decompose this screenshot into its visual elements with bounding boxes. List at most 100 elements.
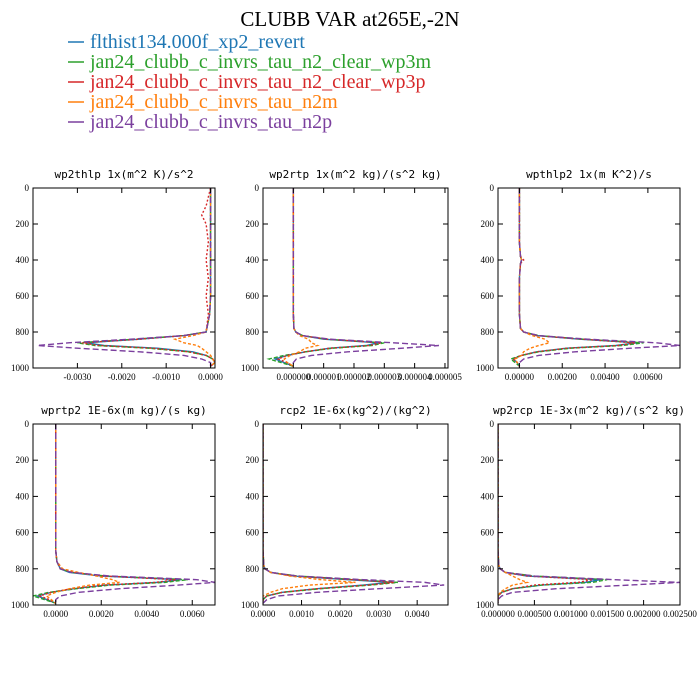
series-group: [263, 424, 445, 604]
y-tick-label: 1000: [11, 363, 30, 373]
series-line-2: [77, 188, 215, 367]
legend-entry: jan24_clubb_c_invrs_tau_n2m: [68, 91, 338, 113]
x-tick-label: 0.0030: [366, 609, 391, 619]
y-tick-label: 1000: [11, 600, 30, 610]
legend-entry: jan24_clubb_c_invrs_tau_n2p: [68, 111, 332, 133]
x-tick-label: 0.0060: [180, 609, 205, 619]
panel-1: wp2thlp 1x(m^2 K)/s^2 0 200 400 600 800 1000 -0…: [11, 168, 223, 382]
panel-grid: wp2thlp 1x(m^2 K)/s^2 0 200 400 600 800 1000 -0…: [11, 168, 697, 619]
legend-entry: flthist134.000f_xp2_revert: [68, 31, 305, 53]
series-group: [33, 424, 215, 604]
y-tick-label: 600: [246, 528, 260, 538]
series-line-1: [511, 188, 638, 367]
plot-frame: [32, 187, 216, 369]
legend-label: flthist134.000f_xp2_revert: [90, 31, 305, 53]
x-tick-label: -0.0010: [152, 372, 180, 382]
x-tick-label: -0.0020: [108, 372, 136, 382]
series-line-3: [81, 188, 215, 367]
plot-frame: [497, 423, 681, 606]
y-tick-label: 0: [490, 183, 495, 193]
y-tick-label: 800: [481, 327, 495, 337]
figure-title: CLUBB VAR at265E,-2N: [240, 7, 459, 31]
panel-6: wp2rcp 1E-3x(m^2 kg)/(s^2 kg) 0 200 400 600 8…: [476, 404, 697, 619]
series-line-5: [263, 424, 445, 604]
series-line-5: [498, 424, 680, 604]
x-tick-label: 0.00400: [590, 372, 620, 382]
series-line-4: [263, 424, 356, 604]
panel-title: wpthlp2 1x(m K^2)/s: [526, 168, 652, 181]
x-tick-label: 0.0020: [328, 609, 353, 619]
y-tick-label: 600: [16, 528, 30, 538]
y-tick-label: 600: [246, 291, 260, 301]
x-tick-label: 0.001000: [554, 609, 588, 619]
panel-4: wprtp2 1E-6x(m kg)/(s kg) 0 200 400 600 800 10…: [11, 404, 216, 619]
y-tick-label: 200: [246, 455, 260, 465]
series-line-4: [172, 188, 215, 367]
x-tick-label: 0.000500: [518, 609, 552, 619]
y-tick-label: 800: [246, 327, 260, 337]
x-tick-label: 0.000005: [428, 372, 462, 382]
y-tick-label: 800: [246, 564, 260, 574]
panel-title: wprtp2 1E-6x(m kg)/(s kg): [41, 404, 207, 417]
panel-title: wp2thlp 1x(m^2 K)/s^2: [54, 168, 193, 181]
y-tick-label: 400: [16, 255, 30, 265]
x-tick-label: 0.000003: [367, 372, 401, 382]
series-group: [509, 188, 680, 367]
legend-label: jan24_clubb_c_invrs_tau_n2_clear_wp3m: [89, 51, 431, 73]
y-tick-label: 0: [490, 419, 495, 429]
x-tick-label: 0.0040: [134, 609, 159, 619]
panel-2: wp2rtp 1x(m^2 kg)/(s^2 kg) 0 200 400 600 800 1…: [241, 168, 462, 382]
legend-label: jan24_clubb_c_invrs_tau_n2_clear_wp3p: [89, 71, 425, 93]
y-tick-label: 800: [481, 564, 495, 574]
plot-frame: [32, 423, 216, 606]
x-tick-label: 0.000000: [276, 372, 310, 382]
y-tick-label: 200: [16, 219, 30, 229]
legend-label: jan24_clubb_c_invrs_tau_n2m: [89, 91, 338, 113]
series-line-4: [498, 424, 530, 604]
series-line-3: [511, 188, 636, 367]
y-tick-label: 600: [481, 528, 495, 538]
legend-label: jan24_clubb_c_invrs_tau_n2p: [89, 111, 332, 133]
x-tick-label: 0.000004: [398, 372, 432, 382]
y-tick-label: 800: [16, 564, 30, 574]
plot-frame: [262, 423, 449, 606]
y-tick-label: 400: [481, 255, 495, 265]
x-tick-label: 0.0040: [405, 609, 430, 619]
x-tick-label: 0.00600: [633, 372, 663, 382]
y-tick-label: 200: [481, 455, 495, 465]
panel-title: wp2rtp 1x(m^2 kg)/(s^2 kg): [269, 168, 441, 181]
series-group: [37, 188, 215, 367]
y-tick-label: 600: [481, 291, 495, 301]
x-tick-label: 0.000002: [337, 372, 371, 382]
panel-title: rcp2 1E-6x(kg^2)/(kg^2): [279, 404, 431, 417]
series-line-5: [37, 188, 212, 367]
series-line-3: [263, 424, 395, 604]
series-line-4: [283, 188, 320, 367]
x-tick-label: 0.0020: [89, 609, 114, 619]
plot-frame: [262, 187, 449, 369]
x-tick-label: 0.000001: [307, 372, 341, 382]
y-tick-label: 400: [16, 491, 30, 501]
series-line-2: [263, 424, 398, 604]
y-tick-label: 0: [255, 183, 260, 193]
y-tick-label: 1000: [241, 363, 260, 373]
y-tick-label: 1000: [476, 600, 495, 610]
legend-entry: jan24_clubb_c_invrs_tau_n2_clear_wp3p: [68, 71, 425, 93]
x-tick-label: 0.00000: [505, 372, 535, 382]
y-tick-label: 400: [246, 491, 260, 501]
series-line-1: [86, 188, 215, 367]
legend: flthist134.000f_xp2_revertjan24_clubb_c_…: [68, 31, 431, 133]
series-line-5: [292, 188, 439, 367]
series-line-1: [263, 424, 391, 604]
y-tick-label: 200: [246, 219, 260, 229]
plot-frame: [497, 187, 681, 369]
y-tick-label: 200: [16, 455, 30, 465]
series-line-4: [514, 188, 551, 367]
y-tick-label: 800: [16, 327, 30, 337]
y-tick-label: 0: [255, 419, 260, 429]
y-tick-label: 1000: [241, 600, 260, 610]
y-tick-label: 400: [246, 255, 260, 265]
x-tick-label: 0.0000: [198, 372, 223, 382]
panel-title: wp2rcp 1E-3x(m^2 kg)/(s^2 kg): [493, 404, 685, 417]
